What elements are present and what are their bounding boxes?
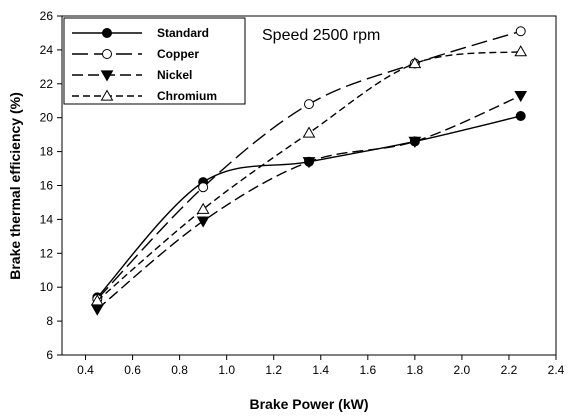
legend-label-nickel: Nickel	[157, 68, 192, 82]
data-point-nickel	[196, 216, 210, 228]
data-point-copper	[304, 99, 314, 110]
data-point-standard	[515, 111, 526, 122]
legend-marker-copper	[102, 49, 112, 59]
y-tick-label: 24	[40, 43, 54, 57]
legend-marker-chromium	[100, 89, 114, 101]
x-tick-label: 0.8	[171, 363, 188, 377]
y-tick-label: 22	[40, 77, 54, 91]
data-point-nickel	[408, 136, 422, 148]
legend-label-chromium: Chromium	[157, 89, 217, 103]
data-point-chromium	[302, 126, 316, 138]
x-axis: 0.4 0.6 0.8 1.0 1.2 1.4 1.6 1.8 2.0 2.2 2.4	[77, 355, 565, 377]
y-tick-label: 18	[40, 145, 54, 159]
x-tick-label: 0.6	[124, 363, 141, 377]
y-axis: 6 8 10 12 14 16 18 20 22 24 26	[40, 9, 62, 362]
data-point-copper	[515, 26, 526, 37]
x-tick-label: 1.4	[312, 363, 329, 377]
y-tick-label: 26	[40, 9, 54, 23]
data-point-nickel	[302, 157, 316, 169]
y-tick-label: 20	[40, 111, 54, 125]
x-tick-label: 2.4	[548, 363, 565, 377]
data-point-copper	[198, 182, 209, 193]
data-point-chromium	[90, 294, 104, 306]
legend-label-copper: Copper	[157, 47, 199, 61]
y-tick-label: 8	[46, 314, 53, 328]
y-tick-label: 10	[40, 280, 54, 294]
x-tick-label: 1.8	[407, 363, 424, 377]
x-axis-label: Brake Power (kW)	[249, 396, 368, 412]
legend-box	[63, 17, 246, 105]
y-tick-label: 12	[40, 246, 54, 260]
y-tick-label: 16	[40, 179, 54, 193]
y-tick-label: 14	[40, 212, 54, 226]
legend-marker-standard	[102, 28, 112, 38]
data-point-chromium	[408, 56, 422, 69]
data-point-nickel	[514, 91, 528, 103]
legend-label-standard: Standard	[157, 26, 209, 40]
legend: Standard Copper Nickel Chromium	[63, 17, 246, 105]
legend-marker-nickel	[100, 70, 114, 82]
speed-annotation: Speed 2500 rpm	[262, 27, 380, 44]
x-tick-label: 1.0	[218, 363, 235, 377]
data-point-chromium	[514, 45, 528, 57]
x-tick-label: 0.4	[77, 363, 94, 377]
series-chromium	[90, 45, 528, 306]
series-line-copper	[96, 30, 521, 300]
data-point-chromium	[196, 202, 210, 214]
x-tick-label: 2.2	[501, 363, 518, 377]
x-tick-label: 2.0	[454, 363, 471, 377]
series-layer	[90, 26, 528, 316]
x-tick-label: 1.2	[265, 363, 282, 377]
y-tick-label: 6	[46, 348, 53, 362]
x-tick-label: 1.6	[359, 363, 376, 377]
y-axis-label: Brake thermal efficiency (%)	[7, 92, 23, 280]
